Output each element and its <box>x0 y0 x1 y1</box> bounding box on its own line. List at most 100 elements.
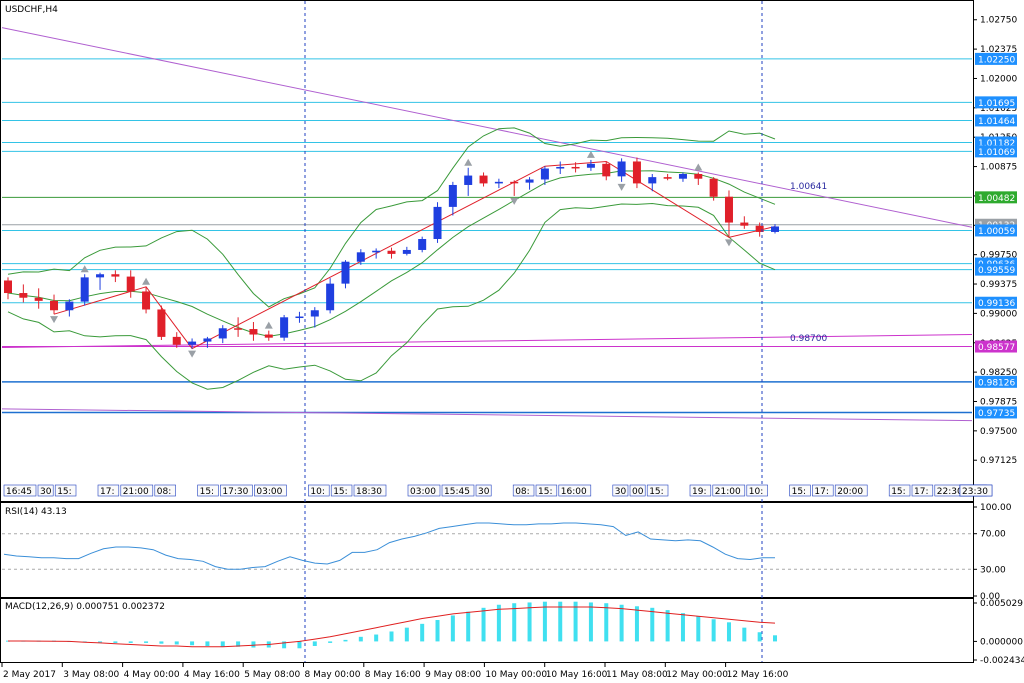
fractal-down-8 <box>617 183 626 191</box>
macd-bar-25 <box>389 631 394 642</box>
session-box-15 <box>512 484 535 497</box>
macd-bar-10 <box>159 641 164 644</box>
level-tag-5 <box>975 191 1017 204</box>
candle-body-23 <box>356 252 365 262</box>
session-text-14: 30 <box>478 487 490 497</box>
session-text-0: 16:45 <box>6 487 32 497</box>
session-text-1: 30 <box>40 487 52 497</box>
session-box-7 <box>220 484 253 497</box>
time-label-6: 8 May 16:00 <box>365 670 421 680</box>
level-tag-text-10: 0.99136 <box>978 299 1015 309</box>
session-text-11: 18:30 <box>356 487 382 497</box>
candle-body-8 <box>126 276 135 292</box>
candle-body-26 <box>402 249 411 254</box>
session-text-15: 08: <box>515 487 529 497</box>
candle-body-29 <box>448 184 457 207</box>
macd-panel[interactable] <box>0 598 974 663</box>
session-box-6 <box>197 484 219 497</box>
session-text-2: 15: <box>57 487 71 497</box>
price-tick-label-9: 0.99375 <box>980 280 1017 290</box>
macd-bar-41 <box>634 606 639 642</box>
candle-body-22 <box>341 261 350 284</box>
session-text-13: 15:45 <box>444 487 470 497</box>
rsi-line <box>3 522 775 570</box>
fractal-up-9 <box>694 163 703 171</box>
level-tag-text-1: 1.01695 <box>978 99 1015 109</box>
candle-body-30 <box>464 175 473 185</box>
rsi-panel[interactable] <box>0 502 974 598</box>
session-text-21: 19: <box>692 487 706 497</box>
fractal-up-3 <box>264 321 273 329</box>
candle-body-6 <box>96 274 105 278</box>
level-tag-text-9: 0.99559 <box>978 266 1015 276</box>
price-tick-label-0: 1.02750 <box>980 16 1017 26</box>
fractal-down-5 <box>510 197 519 205</box>
candle-body-36 <box>556 166 565 169</box>
macd-bar-45 <box>696 616 701 642</box>
macd-bar-39 <box>604 603 609 642</box>
fractal-up-1 <box>142 277 151 285</box>
session-box-22 <box>712 484 746 497</box>
time-label-5: 8 May 00:00 <box>305 670 361 680</box>
session-box-2 <box>54 484 77 497</box>
session-text-3: 17: <box>100 487 114 497</box>
band-middle <box>7 170 776 337</box>
price-axis: 1.027501.023751.020001.016251.012501.008… <box>973 16 1017 466</box>
session-box-25 <box>812 484 834 497</box>
candle-body-17 <box>264 334 273 338</box>
band-upper <box>7 127 776 308</box>
candle-body-46 <box>709 178 718 197</box>
candle-body-3 <box>50 300 59 311</box>
fractal-down-4 <box>188 350 197 358</box>
time-label-8: 10 May 00:00 <box>485 670 547 680</box>
session-box-19 <box>629 484 646 497</box>
candle-body-35 <box>540 168 549 180</box>
candle-body-24 <box>372 250 381 253</box>
macd-tick-label-2: -0.002434 <box>980 656 1024 666</box>
macd-bar-38 <box>588 602 593 642</box>
time-label-7: 9 May 08:00 <box>425 670 481 680</box>
price-tick-label-13: 0.97875 <box>980 397 1017 407</box>
candle-body-43 <box>663 177 672 179</box>
candle-body-40 <box>617 161 626 177</box>
price-tick-label-14: 0.97500 <box>980 427 1017 437</box>
session-text-5: 08: <box>157 487 171 497</box>
session-box-8 <box>254 484 287 497</box>
trendline-upper <box>1 27 973 228</box>
fractal-down-2 <box>50 316 59 324</box>
time-label-11: 12 May 00:00 <box>666 670 728 680</box>
macd-bar-30 <box>466 611 471 642</box>
session-text-7: 17:30 <box>222 487 248 497</box>
trend-lines: 1.00641 0.98700 <box>1 27 973 422</box>
macd-bar-43 <box>665 610 670 642</box>
candle-body-5 <box>80 277 89 302</box>
horizontal-levels <box>2 58 972 414</box>
main-panel[interactable] <box>0 0 974 502</box>
trendline-bottom <box>1 408 973 422</box>
session-text-19: 00 <box>632 487 644 497</box>
macd-bar-35 <box>542 601 547 642</box>
level-tag-text-12: 0.98126 <box>978 378 1015 388</box>
time-label-0: 2 May 2017 <box>3 670 56 680</box>
level-tag-9 <box>975 263 1017 276</box>
price-tick-label-15: 0.97125 <box>980 456 1017 466</box>
trendline-label-1: 0.98700 <box>790 334 827 344</box>
candle-body-20 <box>310 310 319 317</box>
candle-body-0 <box>4 280 12 294</box>
macd-tick-label-1: 0.000000 <box>980 637 1023 647</box>
fractal-up-6 <box>464 158 473 166</box>
time-label-1: 3 May 08:00 <box>63 670 119 680</box>
macd-bar-20 <box>312 641 317 646</box>
session-box-4 <box>120 484 154 497</box>
session-box-12 <box>407 484 441 497</box>
macd-bar-26 <box>404 627 409 642</box>
session-box-11 <box>353 484 387 497</box>
macd-bar-21 <box>328 641 333 643</box>
candle-body-41 <box>632 161 641 184</box>
macd-bar-48 <box>742 627 747 642</box>
macd-bar-46 <box>711 619 716 642</box>
trendline-lower <box>1 334 973 348</box>
price-tick-label-12: 0.98250 <box>980 368 1017 378</box>
candle-body-44 <box>678 174 687 179</box>
